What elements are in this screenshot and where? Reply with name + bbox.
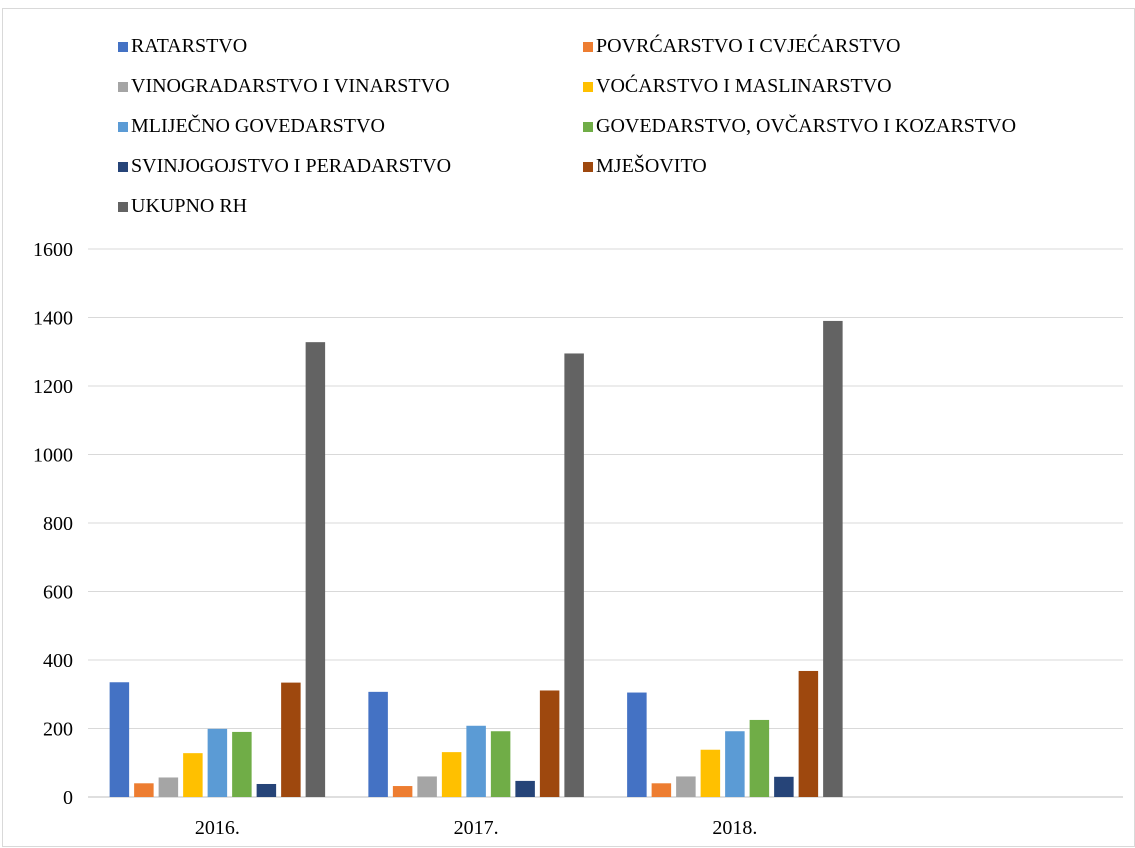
bar (466, 725, 486, 797)
bar (749, 719, 770, 797)
bar (515, 780, 535, 797)
y-tick-label: 400 (43, 650, 73, 672)
legend-swatch (583, 121, 593, 132)
legend-swatch (118, 201, 128, 212)
y-tick-label: 1000 (33, 445, 73, 467)
bar (539, 690, 560, 797)
chart-plot: 0 200 400 600 800 1000 1200 1400 1600 2016. 2017. 2… (33, 239, 1123, 839)
legend-label: GOVEDARSTVO, OVČARSTVO I KOZARSTVO (596, 115, 1017, 137)
bar (158, 777, 179, 797)
y-tick-label: 0 (63, 787, 73, 809)
bar (490, 731, 511, 797)
bar (798, 670, 819, 797)
y-tick-label: 1600 (33, 239, 73, 261)
bar (256, 783, 277, 797)
legend-item: RATARSTVO (118, 35, 247, 58)
bar (564, 353, 584, 797)
bar (392, 786, 413, 797)
bar (627, 692, 647, 797)
bar (368, 691, 388, 797)
legend-label: SVINJOGOJSTVO I PERADARSTVO (131, 155, 452, 177)
legend-item: VOĆARSTVO I MASLINARSTVO (583, 75, 892, 98)
bar (823, 320, 843, 797)
legend-item: UKUPNO RH (118, 195, 247, 218)
legend-swatch (118, 81, 128, 92)
legend-label: MJEŠOVITO (596, 155, 707, 177)
bar (207, 728, 228, 797)
chart-area: RATARSTVO POVRĆARSTVO I CVJEĆARSTVO VINOGR… (2, 8, 1135, 847)
legend-item: MJEŠOVITO (583, 155, 707, 178)
bar (774, 776, 794, 797)
bar (281, 682, 301, 797)
bar (441, 752, 462, 797)
bar (725, 731, 745, 797)
legend-item: SVINJOGOJSTVO I PERADARSTVO (118, 155, 451, 178)
legend-item: VINOGRADARSTVO I VINARSTVO (118, 75, 450, 98)
legend-swatch (583, 81, 593, 92)
legend-swatch (583, 41, 593, 52)
legend-label: VINOGRADARSTVO I VINARSTVO (131, 75, 450, 97)
bar (109, 682, 130, 797)
legend-label: VOĆARSTVO I MASLINARSTVO (596, 75, 892, 97)
legend-label: MLIJEČNO GOVEDARSTVO (131, 115, 385, 137)
bar (417, 776, 437, 797)
legend-label: UKUPNO RH (131, 195, 248, 217)
legend-swatch (583, 161, 593, 172)
bar (676, 776, 696, 797)
y-tick-label: 1400 (33, 308, 73, 330)
legend-label: POVRĆARSTVO I CVJEĆARSTVO (596, 35, 901, 57)
bar (134, 783, 154, 797)
y-tick-label: 800 (43, 513, 73, 535)
bar (183, 753, 203, 797)
x-tick-label: 2016. (195, 817, 240, 839)
legend-swatch (118, 161, 128, 172)
bar (651, 783, 672, 797)
x-tick-label: 2018. (712, 817, 757, 839)
legend-item: MLIJEČNO GOVEDARSTVO (118, 115, 385, 138)
y-tick-label: 600 (43, 582, 73, 604)
legend-swatch (118, 121, 128, 132)
legend-item: GOVEDARSTVO, OVČARSTVO I KOZARSTVO (583, 115, 1016, 138)
bar (700, 749, 721, 797)
x-tick-label: 2017. (454, 817, 499, 839)
bar (232, 731, 252, 797)
bar (305, 342, 326, 797)
legend-label: RATARSTVO (131, 35, 248, 57)
legend-item: POVRĆARSTVO I CVJEĆARSTVO (583, 35, 901, 58)
y-tick-label: 1200 (33, 376, 73, 398)
legend-swatch (118, 41, 128, 52)
y-tick-label: 200 (43, 719, 73, 741)
